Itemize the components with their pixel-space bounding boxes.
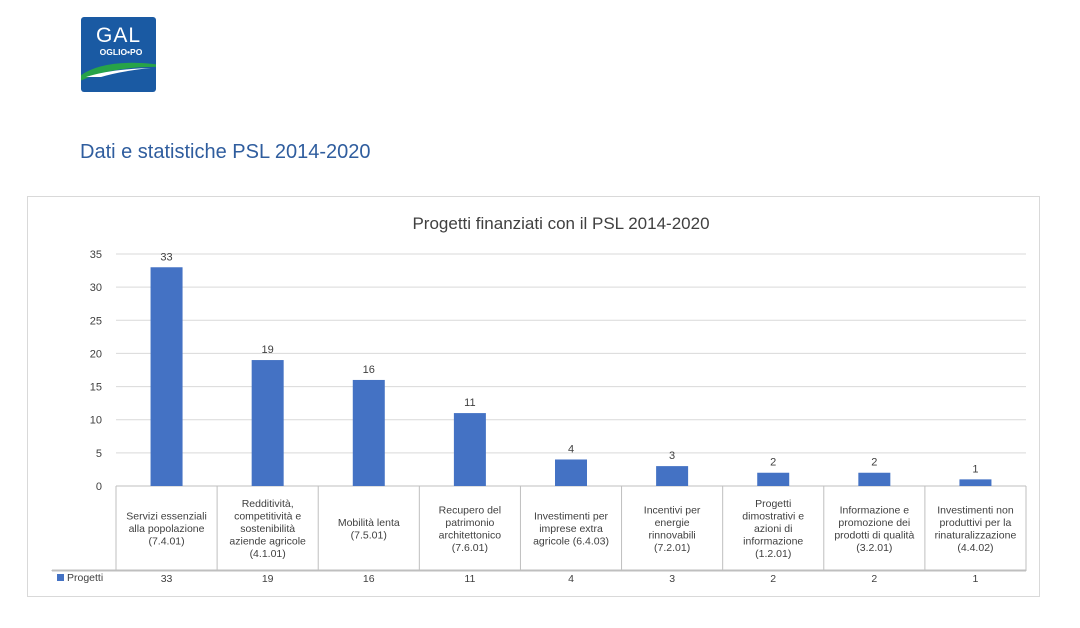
logo-text-bottom: OGLIO•PO <box>100 47 143 57</box>
y-tick-label: 25 <box>90 315 102 327</box>
legend-swatch <box>57 574 64 581</box>
data-label: 11 <box>464 397 475 409</box>
bar-3 <box>352 379 385 486</box>
table-value: 4 <box>568 573 574 585</box>
y-tick-label: 0 <box>96 481 102 493</box>
data-label: 19 <box>262 344 274 356</box>
table-value: 33 <box>161 573 173 585</box>
y-tick-label: 35 <box>90 249 102 261</box>
table-value: 16 <box>363 573 375 585</box>
y-tick-label: 5 <box>96 448 102 460</box>
category-label: Incentivi per energie rinnovabili (7.2.01) <box>644 504 701 554</box>
category-label: Progetti dimostrativi e azioni di informazi… <box>742 498 804 560</box>
data-label: 33 <box>160 251 172 263</box>
table-value: 2 <box>770 573 776 585</box>
bar-chart: Progetti finanziati con il PSL 2014-2020… <box>51 214 1027 585</box>
bar-6 <box>656 466 689 486</box>
logo-text-top: GAL <box>96 24 141 47</box>
chart-title: Progetti finanziati con il PSL 2014-2020 <box>412 214 709 233</box>
y-tick-label: 15 <box>90 382 102 394</box>
data-label: 4 <box>568 443 574 455</box>
table-value: 2 <box>871 573 877 585</box>
y-tick-label: 20 <box>90 348 102 360</box>
bar-8 <box>858 472 891 486</box>
table-value: 11 <box>464 573 475 585</box>
data-label: 3 <box>669 450 675 462</box>
category-label: Investimenti non produttivi per la rinatur… <box>935 504 1017 554</box>
data-label: 1 <box>972 463 978 475</box>
y-tick-label: 10 <box>90 415 102 427</box>
category-label: Servizi essenziali alla popolazione (7.4.0… <box>126 511 207 548</box>
data-label: 16 <box>363 364 375 376</box>
bar-9 <box>959 479 992 486</box>
bar-7 <box>757 472 790 486</box>
bar-1 <box>150 267 183 486</box>
category-label: Mobilità lenta (7.5.01) <box>338 517 400 542</box>
table-value: 19 <box>262 573 274 585</box>
category-label: Recupero del patrimonio architettonico (7.6… <box>439 504 502 554</box>
category-label: Redditività, competitività e sostenibilità… <box>229 498 306 560</box>
table-value: 3 <box>669 573 675 585</box>
bar-5 <box>555 459 587 486</box>
data-label: 2 <box>770 457 776 469</box>
category-label: Informazione e promozione dei prodotti di … <box>834 504 914 554</box>
gal-logo: GAL OGLIO•PO <box>81 17 156 92</box>
legend-label: Progetti <box>67 572 103 584</box>
bar-4 <box>453 413 486 486</box>
chart-area: Progetti finanziati con il PSL 2014-2020… <box>27 196 1040 597</box>
y-tick-label: 30 <box>90 282 102 294</box>
page-heading: Dati e statistiche PSL 2014-2020 <box>80 141 371 163</box>
data-label: 2 <box>871 457 877 469</box>
category-label: Investimenti per imprese extra agricole (6… <box>533 511 609 548</box>
bar-2 <box>251 360 284 486</box>
table-value: 1 <box>973 573 979 585</box>
